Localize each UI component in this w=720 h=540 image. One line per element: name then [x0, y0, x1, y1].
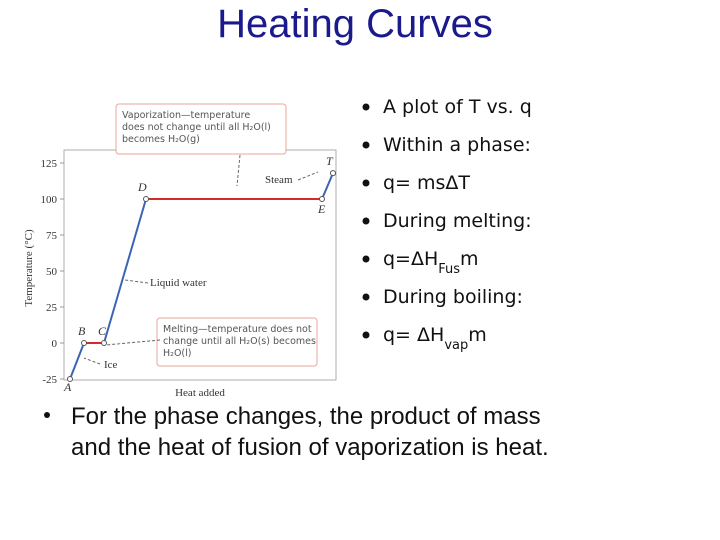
- leader-line: [124, 279, 149, 284]
- footer-text: For the phase changes, the product of ma…: [71, 403, 541, 430]
- y-tick-label: 0: [52, 338, 58, 350]
- bullet-part: During boiling:: [383, 286, 523, 308]
- curve-segment: [321, 172, 334, 200]
- leader-line: [297, 171, 319, 181]
- bullet-text: Within a phase:: [383, 134, 531, 156]
- y-tick-label: 75: [46, 230, 58, 242]
- leader-line: [105, 339, 161, 346]
- annotation-text: does not change until all H₂O(l): [122, 122, 271, 133]
- curve-point: [81, 340, 87, 346]
- y-tick-label: -25: [42, 374, 57, 386]
- curve-point: [101, 340, 107, 346]
- annotation-text: H₂O(l): [163, 348, 191, 359]
- slide-title: Heating Curves: [217, 2, 493, 46]
- point-label: B: [78, 324, 86, 338]
- annotation-text: Steam: [265, 174, 293, 186]
- bullet-part: q= msΔT: [383, 172, 470, 194]
- annotation-text: becomes H₂O(g): [122, 134, 200, 145]
- point-label: A: [63, 380, 72, 394]
- callout-box: [115, 103, 287, 155]
- bullet-dot: [362, 179, 370, 187]
- bullet-text: A plot of T vs. q: [383, 96, 532, 118]
- annotation-text: change until all H₂O(s) becomes: [163, 336, 316, 347]
- bullet-part: m: [460, 248, 479, 270]
- bullet-part: During melting:: [383, 210, 532, 232]
- annotation-text: Vaporization—temperature: [122, 110, 250, 121]
- bullet-text: During melting:: [383, 210, 532, 232]
- y-axis-label: Temperature (°C): [23, 229, 35, 307]
- point-label: C: [98, 324, 107, 338]
- annotation-text: Ice: [104, 359, 118, 371]
- bullet-dot: [44, 412, 50, 418]
- bullet-dot: [362, 141, 370, 149]
- bullet-dot: [362, 255, 370, 263]
- footer-text: and the heat of fusion of vaporization i…: [71, 434, 549, 461]
- bullet-text: q=ΔHFusm: [383, 248, 479, 277]
- bullet-dot: [362, 293, 370, 301]
- bullet-part: q= ΔH: [383, 324, 444, 346]
- y-tick-label: 125: [41, 158, 58, 170]
- bullet-part: Fus: [438, 262, 460, 277]
- bullet-part: vap: [444, 338, 468, 353]
- y-tick-label: 25: [46, 302, 58, 314]
- annotation-text: Melting—temperature does not: [163, 324, 312, 335]
- x-axis-label: Heat added: [175, 387, 225, 399]
- bullet-text: q= ΔHvapm: [383, 324, 487, 353]
- y-tick-label: 50: [46, 266, 58, 278]
- bullet-dot: [362, 331, 370, 339]
- bullet-part: A plot of T vs. q: [383, 96, 532, 118]
- leader-line: [83, 357, 101, 365]
- bullet-dot: [362, 103, 370, 111]
- bullet-part: q=ΔH: [383, 248, 438, 270]
- curve-point: [319, 196, 325, 202]
- bullet-part: m: [468, 324, 487, 346]
- point-label: D: [137, 180, 147, 194]
- curve-segment: [103, 198, 147, 344]
- bullet-text: During boiling:: [383, 286, 523, 308]
- y-tick-label: 100: [41, 194, 58, 206]
- bullet-part: Within a phase:: [383, 134, 531, 156]
- curve-point: [143, 196, 149, 202]
- leader-line: [236, 154, 241, 187]
- point-label: E: [317, 202, 326, 216]
- callout-box: [156, 317, 318, 367]
- curve-segment: [69, 342, 85, 380]
- point-label: T: [326, 154, 334, 168]
- curve-point: [330, 170, 336, 177]
- annotation-text: Liquid water: [150, 277, 207, 289]
- bullet-dot: [362, 217, 370, 225]
- curve-point: [67, 376, 73, 382]
- bullet-text: q= msΔT: [383, 172, 470, 194]
